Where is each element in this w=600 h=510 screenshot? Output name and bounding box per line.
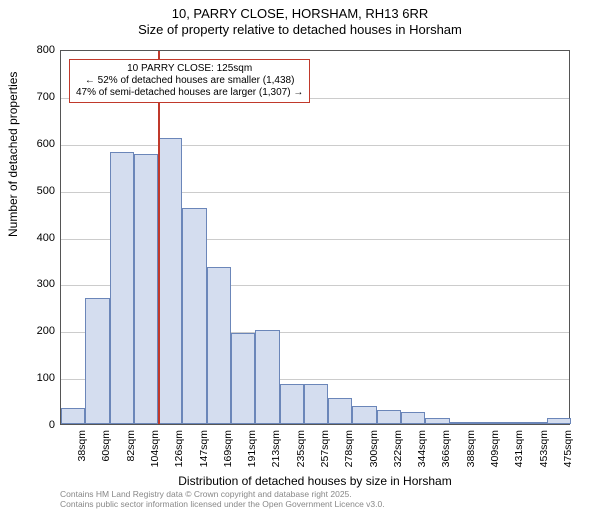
histogram-bar bbox=[328, 398, 352, 424]
plot-area: 10 PARRY CLOSE: 125sqm← 52% of detached … bbox=[60, 50, 570, 425]
x-tick-label: 453sqm bbox=[538, 430, 550, 480]
histogram-bar bbox=[85, 298, 109, 424]
histogram-bar bbox=[231, 333, 255, 424]
y-tick-label: 200 bbox=[15, 325, 55, 337]
histogram-bar bbox=[498, 422, 522, 424]
histogram-bar bbox=[182, 208, 206, 424]
histogram-bar bbox=[134, 154, 158, 424]
x-tick-label: 388sqm bbox=[465, 430, 477, 480]
histogram-bar bbox=[352, 406, 376, 424]
histogram-bar bbox=[401, 412, 425, 424]
histogram-bar bbox=[425, 418, 449, 424]
histogram-bar bbox=[474, 422, 498, 424]
histogram-bar bbox=[280, 384, 304, 424]
y-tick-label: 800 bbox=[15, 44, 55, 56]
annotation-box: 10 PARRY CLOSE: 125sqm← 52% of detached … bbox=[69, 59, 310, 103]
annotation-line-1: 10 PARRY CLOSE: 125sqm bbox=[76, 63, 303, 75]
x-tick-label: 213sqm bbox=[270, 430, 282, 480]
title-subtitle: Size of property relative to detached ho… bbox=[0, 22, 600, 38]
x-tick-label: 104sqm bbox=[149, 430, 161, 480]
histogram-bar bbox=[450, 422, 474, 424]
histogram-bar bbox=[255, 330, 279, 424]
histogram-bar bbox=[158, 138, 182, 424]
grid-line bbox=[61, 145, 569, 146]
x-tick-label: 431sqm bbox=[513, 430, 525, 480]
property-marker-line bbox=[158, 51, 160, 424]
y-tick-label: 300 bbox=[15, 278, 55, 290]
x-tick-label: 366sqm bbox=[440, 430, 452, 480]
histogram-bar bbox=[304, 384, 328, 424]
x-tick-label: 344sqm bbox=[416, 430, 428, 480]
annotation-line-2: ← 52% of detached houses are smaller (1,… bbox=[76, 75, 303, 87]
y-tick-label: 600 bbox=[15, 138, 55, 150]
x-tick-label: 475sqm bbox=[562, 430, 574, 480]
x-tick-label: 38sqm bbox=[76, 430, 88, 480]
y-tick-label: 100 bbox=[15, 372, 55, 384]
x-tick-label: 409sqm bbox=[489, 430, 501, 480]
y-tick-label: 0 bbox=[15, 419, 55, 431]
histogram-bar bbox=[377, 410, 401, 424]
x-tick-label: 126sqm bbox=[173, 430, 185, 480]
y-tick-label: 400 bbox=[15, 232, 55, 244]
x-tick-label: 322sqm bbox=[392, 430, 404, 480]
annotation-line-3: 47% of semi-detached houses are larger (… bbox=[76, 87, 303, 99]
x-tick-label: 257sqm bbox=[319, 430, 331, 480]
chart-container: 10, PARRY CLOSE, HORSHAM, RH13 6RR Size … bbox=[0, 0, 600, 500]
x-tick-label: 169sqm bbox=[222, 430, 234, 480]
x-tick-label: 60sqm bbox=[100, 430, 112, 480]
title-main: 10, PARRY CLOSE, HORSHAM, RH13 6RR bbox=[0, 6, 600, 22]
x-tick-label: 300sqm bbox=[368, 430, 380, 480]
histogram-bar bbox=[61, 408, 85, 424]
histogram-bar bbox=[207, 267, 231, 424]
histogram-bar bbox=[547, 418, 571, 424]
histogram-bar bbox=[110, 152, 134, 424]
x-tick-label: 147sqm bbox=[198, 430, 210, 480]
x-tick-label: 235sqm bbox=[295, 430, 307, 480]
x-tick-label: 191sqm bbox=[246, 430, 258, 480]
y-tick-label: 700 bbox=[15, 91, 55, 103]
y-tick-label: 500 bbox=[15, 185, 55, 197]
histogram-bar bbox=[522, 422, 546, 424]
footer-line-2: Contains public sector information licen… bbox=[60, 500, 385, 510]
x-tick-label: 278sqm bbox=[343, 430, 355, 480]
title-block: 10, PARRY CLOSE, HORSHAM, RH13 6RR Size … bbox=[0, 0, 600, 39]
x-tick-label: 82sqm bbox=[125, 430, 137, 480]
